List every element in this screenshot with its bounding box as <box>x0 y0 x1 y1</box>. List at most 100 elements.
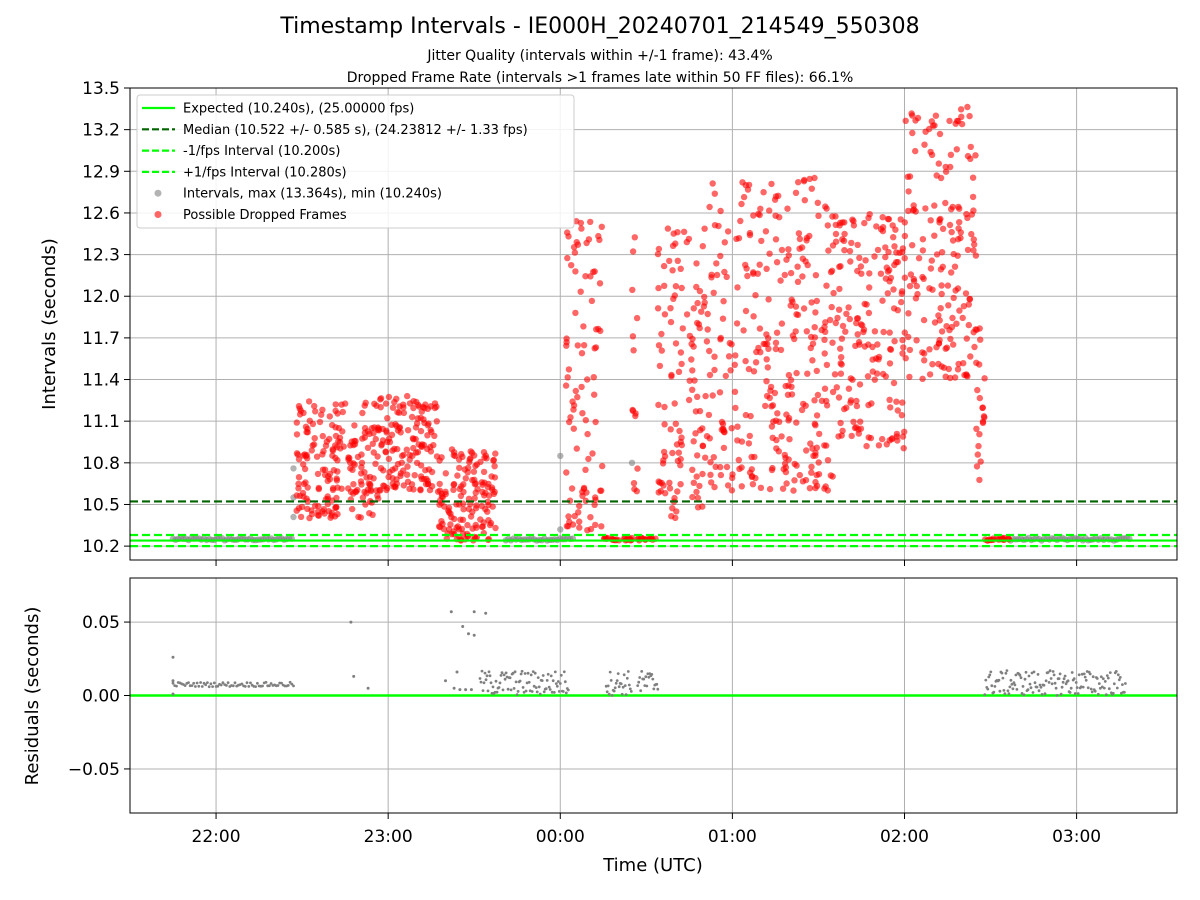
residual-point <box>988 673 992 677</box>
dropped-frame-point <box>808 469 815 476</box>
residual-point <box>486 689 490 693</box>
dropped-frame-point <box>823 442 830 449</box>
residual-point <box>1086 686 1090 690</box>
dropped-frame-point <box>400 482 407 489</box>
legend-label: +1/fps Interval (10.280s) <box>183 165 347 180</box>
dropped-frame-point <box>723 463 731 471</box>
residual-point <box>551 679 555 683</box>
dropped-frame-point <box>800 400 807 408</box>
dropped-frame-point <box>963 335 970 342</box>
dropped-frame-point <box>955 360 962 368</box>
dropped-frame-point <box>808 299 815 306</box>
dropped-frame-point <box>693 260 700 267</box>
residual-point <box>644 675 648 679</box>
residual-point <box>552 691 556 694</box>
dropped-frame-point <box>328 497 336 504</box>
dropped-frame-point <box>785 456 792 463</box>
residual-point <box>1061 680 1065 684</box>
residual-point <box>269 682 273 685</box>
dropped-frame-point <box>448 531 455 538</box>
chart-subtitle-dropped: Dropped Frame Rate (intervals >1 frames … <box>346 70 854 86</box>
dropped-frame-point <box>958 113 965 121</box>
dropped-frame-point <box>840 237 848 244</box>
dropped-frame-point <box>839 322 847 330</box>
residual-point <box>482 681 486 685</box>
dropped-frame-point <box>694 319 701 327</box>
residual-point <box>561 690 565 693</box>
dropped-frame-point <box>901 219 908 226</box>
dropped-frame-point <box>849 376 856 383</box>
dropped-frame-point <box>798 406 806 414</box>
dropped-frame-point <box>815 212 822 219</box>
residual-point <box>488 674 492 678</box>
intervals-y-ticks: 10.2 10.5 10.8 11.1 11.4 11.7 12.0 12.3 12.6 12.9… <box>82 79 130 557</box>
dropped-frame-point <box>661 421 668 428</box>
dropped-frame-point <box>760 189 767 196</box>
residual-point <box>1035 685 1039 689</box>
residual-point <box>1026 688 1030 692</box>
dropped-frame-point <box>403 471 411 478</box>
dropped-frame-point <box>799 273 806 280</box>
dropped-frame-point <box>672 420 679 427</box>
dropped-frame-point <box>877 270 885 277</box>
dropped-frame-point <box>631 234 638 241</box>
dropped-frame-point <box>763 356 770 363</box>
dropped-frame-point <box>658 347 665 354</box>
dropped-frame-point <box>314 470 322 478</box>
dropped-frame-point <box>707 459 714 466</box>
residual-point <box>523 672 527 675</box>
dropped-frame-point <box>823 282 830 289</box>
residual-point <box>1055 694 1059 697</box>
dropped-frame-point <box>351 422 358 429</box>
dropped-frame-point <box>738 200 745 208</box>
dropped-frame-point <box>850 418 857 425</box>
dropped-frame-point <box>909 129 916 137</box>
dropped-frame-point <box>716 389 724 396</box>
dropped-frame-point <box>950 341 957 348</box>
dropped-frame-point <box>927 265 935 272</box>
dropped-frame-point <box>837 360 844 367</box>
residual-point <box>1007 692 1011 696</box>
dropped-frame-point <box>927 217 934 224</box>
dropped-frame-point <box>577 288 584 295</box>
dropped-frame-point <box>311 435 318 442</box>
residual-point <box>256 681 259 685</box>
dropped-frame-point <box>573 218 580 225</box>
dropped-frame-point <box>812 484 819 492</box>
residual-point <box>529 673 533 677</box>
dropped-frame-point <box>433 453 441 460</box>
dropped-frame-point <box>863 442 870 450</box>
dropped-frame-point <box>464 521 471 529</box>
dropped-frame-point <box>326 435 333 443</box>
residual-point <box>508 676 512 680</box>
residual-point <box>1060 685 1064 689</box>
dropped-frame-point <box>951 263 959 270</box>
dropped-frame-point <box>850 217 857 225</box>
dropped-frame-point <box>756 325 764 332</box>
dropped-frame-point <box>345 485 352 492</box>
residual-point <box>546 672 550 676</box>
residual-point <box>645 684 649 688</box>
dropped-frame-point <box>587 218 594 226</box>
dropped-frame-point <box>947 374 954 382</box>
dropped-frame-point <box>752 292 759 299</box>
dropped-frame-point <box>963 372 970 379</box>
dropped-frame-point <box>312 408 319 415</box>
dropped-frame-point <box>596 236 603 244</box>
dropped-frame-point <box>898 412 906 419</box>
dropped-frame-point <box>724 482 732 489</box>
dropped-frame-point <box>893 398 900 405</box>
dropped-frame-point <box>882 253 889 261</box>
dropped-frame-point <box>689 335 696 343</box>
dropped-frame-point <box>853 397 860 405</box>
dropped-frame-point <box>957 106 965 113</box>
dropped-frame-point <box>679 325 686 332</box>
residual-point <box>989 670 993 674</box>
dropped-frame-point <box>315 485 322 493</box>
dropped-frame-point <box>882 244 889 251</box>
dropped-frame-point <box>824 457 832 464</box>
dropped-frame-point <box>717 252 724 260</box>
dropped-frame-point <box>362 501 369 508</box>
dropped-frame-point <box>785 246 792 253</box>
residual-point <box>548 688 552 691</box>
